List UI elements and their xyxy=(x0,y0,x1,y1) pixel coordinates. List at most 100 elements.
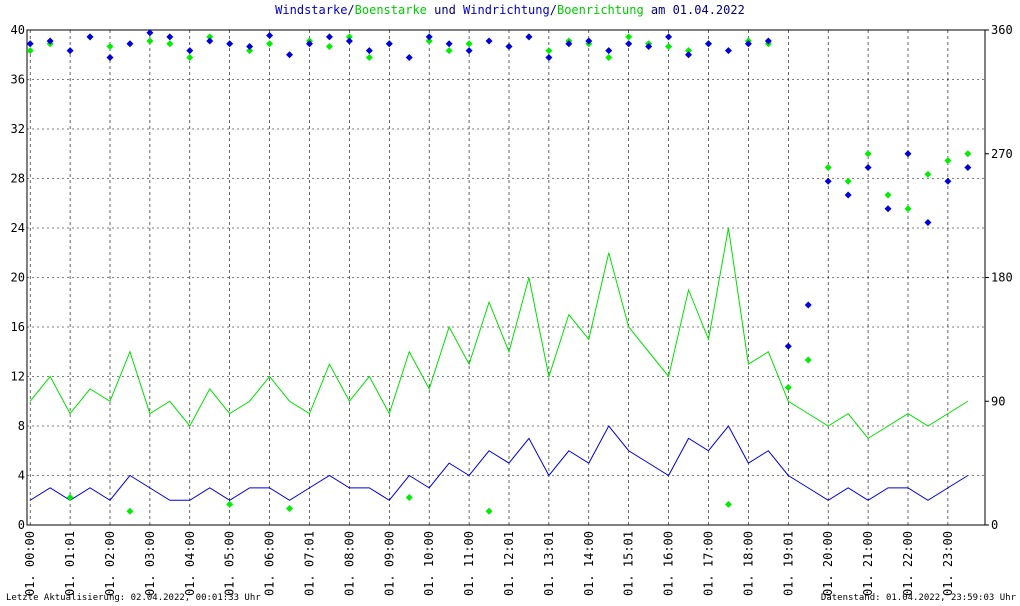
x-tick-label: 01. 20:00 xyxy=(821,531,835,596)
direction-point xyxy=(345,33,353,41)
x-tick-label: 01. 03:00 xyxy=(143,531,157,596)
footer-left: Letzte Aktualisierung: 02.04.2022, 00:01… xyxy=(6,593,261,603)
direction-point xyxy=(46,37,54,45)
y-tick-label: 20 xyxy=(11,271,25,285)
direction-point xyxy=(944,157,952,165)
direction-point xyxy=(425,33,433,41)
direction-point xyxy=(286,51,294,59)
y-tick-label: 16 xyxy=(11,320,25,334)
series-line xyxy=(29,425,969,501)
direction-point xyxy=(645,43,653,50)
x-tick-label: 01. 21:00 xyxy=(861,531,875,596)
direction-point xyxy=(226,500,234,508)
y-tick-label: 8 xyxy=(18,419,25,433)
x-tick-label: 01. 08:00 xyxy=(342,531,356,596)
x-tick-label: 01. 19:01 xyxy=(781,531,795,596)
direction-point xyxy=(246,47,254,55)
direction-point xyxy=(964,150,972,158)
direction-point xyxy=(724,500,732,508)
y-tick-label: 12 xyxy=(11,370,25,384)
x-tick-label: 01. 06:00 xyxy=(263,531,277,596)
series-line xyxy=(29,227,969,440)
direction-point xyxy=(86,33,94,41)
y2-tick-label: 180 xyxy=(991,271,1013,285)
direction-point xyxy=(246,43,254,50)
direction-point xyxy=(445,47,453,55)
direction-point xyxy=(704,40,712,48)
direction-point xyxy=(685,51,693,59)
direction-point xyxy=(864,150,872,158)
x-tick-label: 01. 11:00 xyxy=(462,531,476,596)
direction-point xyxy=(286,505,294,512)
direction-point xyxy=(784,342,792,350)
y2-tick-label: 270 xyxy=(991,147,1013,161)
direction-point xyxy=(365,47,373,55)
direction-point xyxy=(904,150,912,158)
direction-point xyxy=(485,507,493,515)
title-part: Windrichtung xyxy=(463,3,550,17)
direction-point xyxy=(605,47,613,55)
x-tick-label: 01. 00:00 xyxy=(23,531,37,596)
x-tick-label: 01. 12:01 xyxy=(502,531,516,596)
plot-area xyxy=(26,29,986,526)
direction-point xyxy=(26,40,34,48)
direction-point xyxy=(884,191,892,199)
direction-point xyxy=(345,37,353,45)
direction-point xyxy=(764,37,772,45)
title-part: Boenstarke xyxy=(355,3,427,17)
y-tick-label: 32 xyxy=(11,122,25,136)
y-tick-label: 36 xyxy=(11,73,25,87)
direction-point xyxy=(325,43,333,50)
direction-point xyxy=(505,43,513,50)
direction-point xyxy=(565,40,573,48)
direction-point xyxy=(305,40,313,48)
direction-point xyxy=(724,47,732,55)
direction-point xyxy=(465,40,473,48)
x-tick-label: 01. 16:00 xyxy=(662,531,676,596)
direction-point xyxy=(465,47,473,55)
direction-point xyxy=(445,40,453,48)
direction-point xyxy=(904,205,912,213)
x-tick-label: 01. 05:00 xyxy=(223,531,237,596)
direction-point xyxy=(804,301,812,309)
direction-point xyxy=(385,40,393,48)
direction-point xyxy=(485,37,493,45)
direction-point xyxy=(206,33,214,41)
x-tick-label: 01. 15:01 xyxy=(622,531,636,596)
direction-point xyxy=(266,40,274,48)
y-tick-label: 24 xyxy=(11,221,25,235)
direction-point xyxy=(166,33,174,41)
direction-point xyxy=(844,191,852,199)
direction-point xyxy=(146,29,154,37)
direction-point xyxy=(545,54,553,61)
x-tick-label: 01. 07:01 xyxy=(302,531,316,596)
x-tick-label: 01. 02:00 xyxy=(103,531,117,596)
direction-point xyxy=(924,170,932,178)
direction-point xyxy=(106,43,114,50)
direction-point xyxy=(166,40,174,48)
x-tick-label: 01. 04:00 xyxy=(183,531,197,596)
direction-point xyxy=(525,33,533,41)
direction-point xyxy=(405,494,413,501)
y-tick-label: 40 xyxy=(11,23,25,37)
x-tick-label: 01. 14:00 xyxy=(582,531,596,596)
chart-title: Windstarke/Boenstarke und Windrichtung/B… xyxy=(275,3,745,17)
direction-point xyxy=(266,32,274,39)
direction-point xyxy=(784,384,792,391)
direction-point xyxy=(545,47,553,55)
title-part: am 01.04.2022 xyxy=(644,3,745,17)
direction-point xyxy=(325,33,333,41)
x-tick-label: 01. 23:00 xyxy=(941,531,955,596)
direction-point xyxy=(126,507,134,515)
direction-point xyxy=(864,164,872,171)
title-part: / xyxy=(550,3,557,17)
direction-point xyxy=(585,37,593,45)
direction-point xyxy=(665,33,673,41)
y-tick-label: 28 xyxy=(11,172,25,186)
x-tick-label: 01. 01:01 xyxy=(63,531,77,596)
title-part: und xyxy=(427,3,463,17)
direction-point xyxy=(804,356,812,364)
direction-point xyxy=(944,177,952,185)
direction-point xyxy=(625,33,633,41)
direction-point xyxy=(186,54,194,61)
